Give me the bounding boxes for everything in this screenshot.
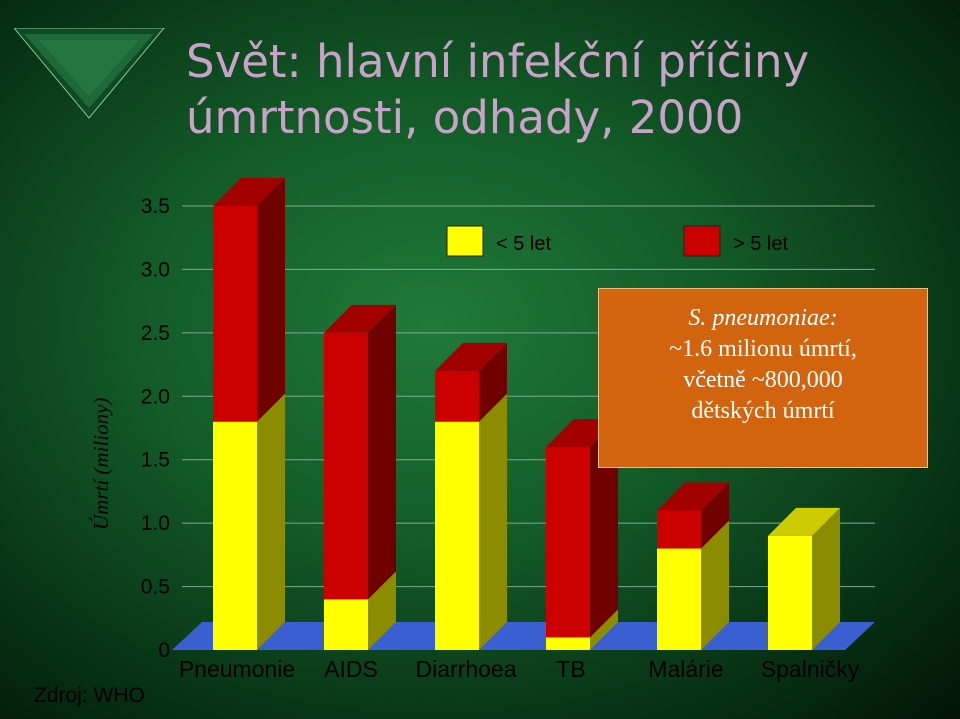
bar-top [213, 178, 285, 206]
bar-under5-side [590, 609, 618, 650]
callout-line-3: včetně ~800,000 [683, 367, 843, 393]
callout-line-2: ~1.6 milionu úmrtí, [669, 336, 857, 362]
bar-under5-side [257, 393, 285, 650]
bar-over5-side [257, 178, 285, 422]
x-category-label: Pneumonie [179, 656, 295, 682]
bar-under5 [657, 548, 701, 650]
y-tick-label: 1.0 [141, 512, 170, 535]
bar-over5 [546, 447, 590, 638]
x-category-label: Spalničky [761, 656, 860, 682]
callout-line-1: S. pneumoniae: [688, 305, 838, 331]
bar-top [435, 342, 507, 371]
x-category-label: AIDS [324, 656, 378, 682]
who-logo-icon [14, 28, 165, 119]
bar-under5 [546, 637, 590, 650]
callout-box: S. pneumoniae: ~1.6 milionu úmrtí, včetn… [598, 288, 928, 468]
bar-over5 [435, 370, 479, 422]
source-note: Zdroj: WHO [34, 684, 145, 707]
y-tick-label: 2.0 [141, 385, 170, 408]
bar-under5 [213, 421, 257, 650]
legend-label: > 5 let [733, 233, 788, 255]
y-tick-label: 3.0 [141, 258, 170, 281]
legend-swatch [446, 225, 484, 257]
bar-group [657, 482, 729, 650]
bar-over5 [213, 206, 257, 422]
bar-over5 [657, 510, 701, 549]
bar-under5-side [812, 507, 840, 650]
legend-swatch [683, 225, 721, 257]
x-category-label: Malárie [648, 656, 723, 682]
bar-group [546, 419, 618, 650]
bar-top [657, 482, 729, 511]
bar-under5-side [368, 571, 396, 650]
y-tick-label: 1.5 [141, 449, 170, 472]
bar-under5 [768, 535, 812, 650]
x-category-label: TB [556, 656, 585, 682]
bar-group [324, 304, 396, 650]
bar-top [324, 304, 396, 333]
callout-line-4: dětských úmrtí [691, 398, 835, 424]
bar-group [213, 178, 285, 650]
bar-under5 [324, 599, 368, 650]
bar-over5-side [701, 482, 729, 549]
bar-over5 [324, 332, 368, 600]
legend-label: < 5 let [496, 233, 551, 255]
bar-under5 [435, 421, 479, 650]
bar-over5-side [368, 304, 396, 600]
x-category-label: Diarrhoea [416, 656, 517, 682]
y-tick-label: 3.5 [141, 195, 170, 218]
chart-title: Svět: hlavní infekční příčiny úmrtnosti,… [186, 35, 810, 144]
bar-under5-side [701, 520, 729, 650]
bar-under5-side [479, 393, 507, 650]
bar-top [768, 507, 840, 536]
bar-over5-side [479, 342, 507, 422]
bar-group [768, 507, 840, 650]
y-tick-label: 2.5 [141, 322, 170, 345]
y-axis-label: Úmrtí (miliony) [89, 398, 113, 530]
y-tick-label: 0.5 [141, 576, 170, 599]
bar-over5-side [590, 419, 618, 638]
bar-group [435, 342, 507, 650]
y-tick-label: 0 [158, 639, 170, 662]
